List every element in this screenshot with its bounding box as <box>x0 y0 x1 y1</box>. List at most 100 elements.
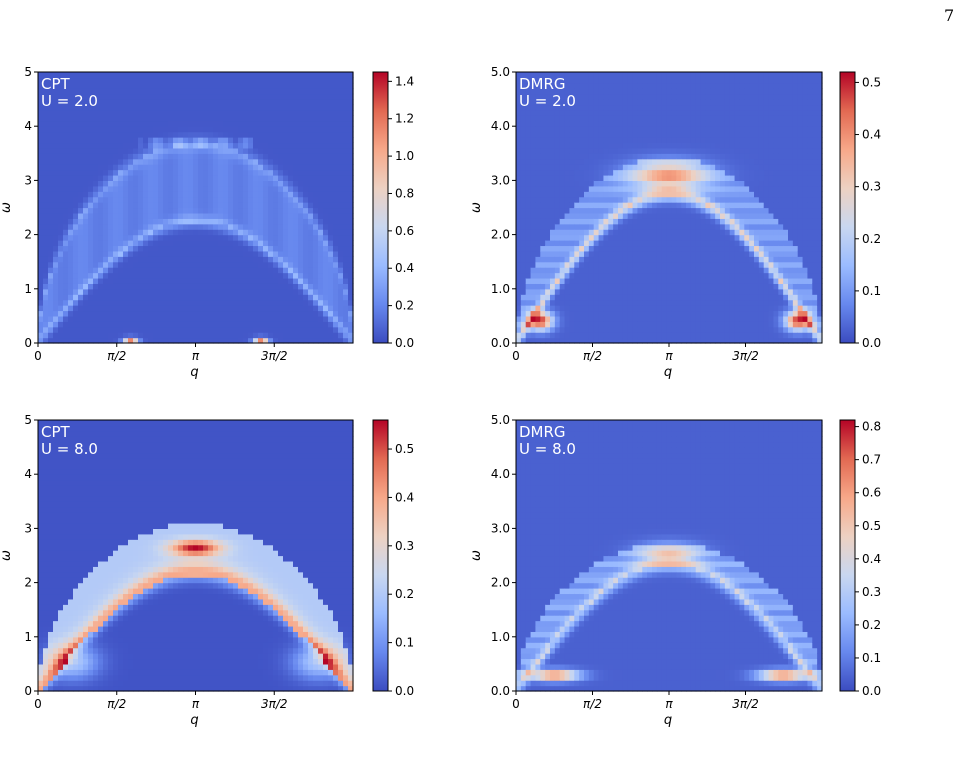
heatmap-cell <box>68 180 74 187</box>
heatmap-cell <box>148 180 154 187</box>
heatmap-cell <box>288 147 294 154</box>
heatmap-cell <box>43 321 49 328</box>
heatmap-cell <box>627 104 634 111</box>
heatmap-cell <box>298 99 304 106</box>
heatmap-cell <box>168 294 174 301</box>
heatmap-cell <box>143 283 149 290</box>
heatmap-cell <box>293 147 299 154</box>
heatmap-cell <box>173 229 179 236</box>
heatmap-cell <box>238 142 244 149</box>
heatmap-cell <box>208 115 214 122</box>
heatmap-cell <box>168 196 174 203</box>
heatmap-cell <box>627 299 634 306</box>
heatmap-cell <box>213 277 219 284</box>
heatmap-cell <box>218 99 224 106</box>
heatmap-cell <box>213 99 219 106</box>
heatmap-cell <box>213 294 219 301</box>
heatmap-cell <box>676 277 682 284</box>
heatmap-cell <box>293 261 299 268</box>
heatmap-cell <box>88 104 94 111</box>
heatmap-cell <box>128 196 134 203</box>
heatmap-cell <box>163 315 169 322</box>
heatmap-cell <box>228 82 234 89</box>
heatmap-cell <box>343 212 349 219</box>
heatmap-cell <box>618 169 624 176</box>
heatmap-cell <box>632 153 639 160</box>
heatmap-cell <box>627 77 634 84</box>
heatmap-cell <box>133 250 139 257</box>
heatmap-cell <box>108 88 114 95</box>
heatmap-cell <box>88 223 94 230</box>
heatmap-cell <box>559 272 566 279</box>
heatmap-cell <box>248 299 254 306</box>
heatmap-cell <box>676 126 682 133</box>
heatmap-cell <box>618 277 624 284</box>
heatmap-cell <box>83 147 89 154</box>
heatmap-cell <box>228 337 234 344</box>
heatmap-cell <box>103 93 109 100</box>
heatmap-cell <box>83 207 89 214</box>
heatmap-cell <box>113 153 119 160</box>
heatmap-cell <box>530 207 537 214</box>
heatmap-cell <box>208 131 214 138</box>
heatmap-cell <box>208 137 214 144</box>
heatmap-cell <box>133 202 139 209</box>
heatmap-cell <box>83 337 89 344</box>
heatmap-cell <box>108 223 114 230</box>
heatmap-cell <box>637 272 643 279</box>
heatmap-cell <box>681 315 687 322</box>
heatmap-cell <box>608 131 614 138</box>
heatmap-cell <box>238 321 244 328</box>
heatmap-cell <box>248 288 254 295</box>
heatmap-cell <box>238 131 244 138</box>
heatmap-cell <box>98 326 104 333</box>
heatmap-cell <box>318 332 324 339</box>
heatmap-cell <box>535 93 541 100</box>
heatmap-cell <box>213 332 219 339</box>
heatmap-cell <box>238 294 244 301</box>
heatmap-cell <box>203 72 209 79</box>
heatmap-cell <box>598 212 605 219</box>
heatmap-cell <box>68 305 74 312</box>
heatmap-cell <box>283 305 289 312</box>
heatmap-cell <box>243 288 249 295</box>
heatmap-cell <box>540 131 546 138</box>
heatmap-cell <box>48 109 54 116</box>
heatmap-cell <box>278 196 284 203</box>
heatmap-cell <box>48 153 54 160</box>
heatmap-cell <box>163 207 169 214</box>
heatmap-cell <box>238 267 244 274</box>
heatmap-cell <box>133 131 139 138</box>
heatmap-cell <box>559 109 566 116</box>
heatmap-cell <box>545 104 551 111</box>
heatmap-cell <box>113 267 119 274</box>
heatmap-cell <box>203 294 209 301</box>
heatmap-cell <box>73 207 79 214</box>
heatmap-cell <box>48 202 54 209</box>
heatmap-cell <box>516 115 522 122</box>
heatmap-cell <box>530 229 537 236</box>
heatmap-cell <box>273 326 279 333</box>
heatmap-cell <box>208 126 214 133</box>
heatmap-cell <box>123 174 129 181</box>
heatmap-cell <box>569 218 575 225</box>
heatmap-cell <box>258 137 264 144</box>
heatmap-cell <box>218 250 224 257</box>
heatmap-cell <box>632 337 639 344</box>
heatmap-cell <box>243 169 249 176</box>
heatmap-cell <box>258 212 264 219</box>
heatmap-cell <box>661 332 668 339</box>
heatmap-cell <box>153 288 159 295</box>
heatmap-cell <box>333 212 339 219</box>
heatmap-cell <box>218 310 224 317</box>
heatmap-cell <box>338 267 344 274</box>
heatmap-cell <box>618 223 624 230</box>
heatmap-cell <box>128 310 134 317</box>
heatmap-cell <box>569 72 575 79</box>
heatmap-cell <box>627 250 634 257</box>
heatmap-cell <box>68 212 74 219</box>
heatmap-cell <box>661 99 668 106</box>
heatmap-cell <box>540 261 546 268</box>
heatmap-cell <box>43 267 49 274</box>
heatmap-cell <box>208 202 214 209</box>
